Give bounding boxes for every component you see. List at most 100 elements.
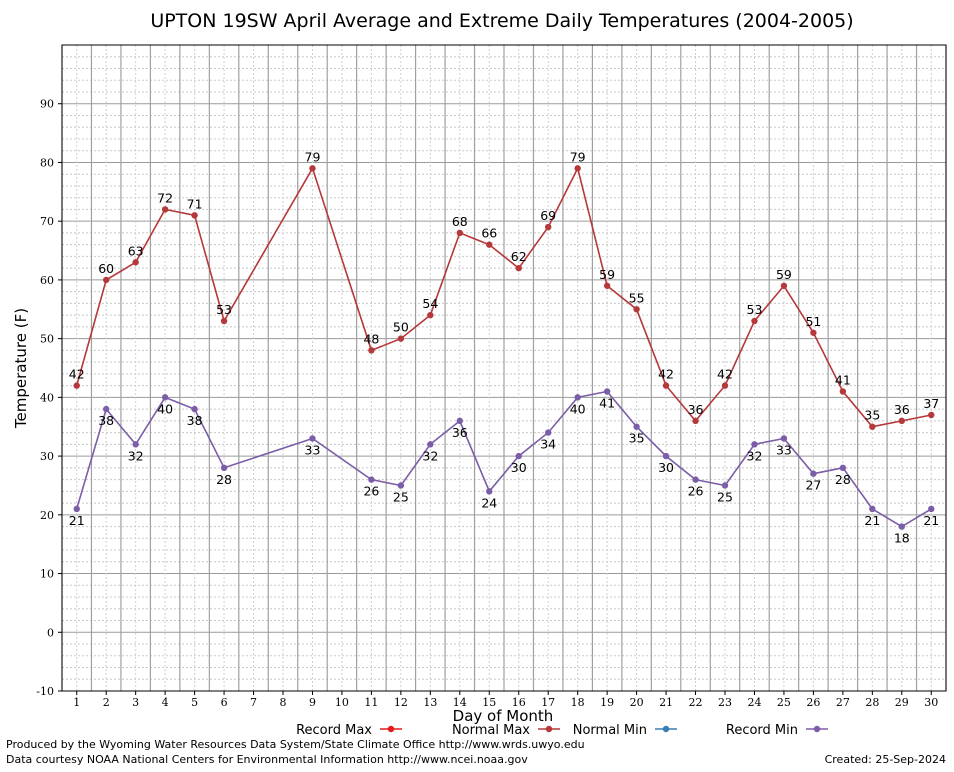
data-label: 36 [894,402,910,417]
data-label: 68 [452,214,468,229]
data-point [633,423,640,430]
x-tick-label: 24 [747,696,761,709]
data-point [662,382,670,389]
data-label: 35 [629,431,645,446]
legend-marker [662,725,670,733]
data-label: 38 [187,413,203,428]
data-label: 32 [747,448,763,463]
data-label: 40 [157,401,173,416]
x-tick-label: 28 [865,696,879,709]
data-point [161,394,169,401]
data-point [515,264,522,272]
y-tick-label: -10 [36,685,54,698]
data-label: 51 [805,314,821,329]
data-label: 62 [511,249,527,264]
data-point [751,441,758,448]
data-point [132,441,139,448]
footer-credit: Produced by the Wyoming Water Resources … [6,738,585,751]
data-label: 21 [923,513,939,528]
x-tick-label: 19 [600,696,614,709]
data-point [161,206,169,213]
data-label: 26 [363,484,379,499]
data-point [456,417,463,425]
x-tick-label: 9 [309,696,316,709]
series-record-min: 21 38 32 40 38 28 33 26 25 32 36 24 30 34 40 41 35 30 26 25… [69,388,939,546]
data-point [574,394,581,401]
data-point [220,317,228,325]
data-point [898,523,905,530]
data-label: 40 [570,401,586,416]
x-tick-label: 15 [482,696,496,709]
data-point [397,335,405,342]
data-point [397,482,405,489]
data-point [780,282,788,289]
y-tick-label: 50 [40,333,54,346]
x-tick-label: 1 [73,696,80,709]
data-label: 41 [599,395,615,410]
data-label: 28 [216,472,232,487]
x-tick-label: 23 [718,696,732,709]
data-point [603,282,611,289]
data-label: 72 [157,190,173,205]
x-tick-label: 20 [630,696,644,709]
y-tick-label: 80 [40,156,54,169]
x-tick-label: 16 [512,696,526,709]
x-tick-label: 13 [423,696,437,709]
data-label: 37 [923,396,939,411]
y-tick-label: 20 [40,509,54,522]
data-point [486,488,493,495]
data-label: 24 [481,495,497,510]
x-tick-label: 29 [895,696,909,709]
data-point [73,382,80,389]
data-point [309,435,316,442]
data-point [692,417,699,425]
data-label: 55 [629,290,645,305]
footer-created-date: Created: 25-Sep-2024 [825,753,946,766]
data-label: 25 [717,489,733,504]
data-point [692,476,699,483]
legend-marker [813,725,821,733]
y-tick-label: 10 [40,568,54,581]
data-label: 34 [540,437,556,452]
x-tick-label: 5 [191,696,198,709]
data-label: 63 [128,243,144,258]
legend: Record Max Normal Max Normal Min Record Min [296,723,828,738]
data-point [545,429,552,436]
x-tick-label: 25 [777,696,791,709]
data-label: 32 [422,448,438,463]
footer-data-source: Data courtesy NOAA National Centers for … [6,753,528,766]
data-point [839,464,847,472]
x-tick-label: 10 [335,696,349,709]
data-point [73,505,80,513]
legend-entry: Normal Min [573,723,677,738]
data-label: 69 [540,208,556,223]
x-tick-label: 26 [806,696,820,709]
data-point [545,223,552,231]
x-tick-label: 12 [394,696,408,709]
data-point [603,388,611,395]
x-tick-label: 27 [836,696,850,709]
y-tick-label: 40 [40,391,54,404]
data-point [751,317,758,325]
data-label: 30 [658,460,674,475]
x-tick-label: 21 [659,696,673,709]
data-point [427,441,434,448]
x-tick-label: 11 [364,696,378,709]
data-point [869,423,876,430]
legend-marker [545,725,553,733]
data-label: 79 [570,149,586,164]
data-point [103,276,110,284]
data-label: 59 [776,267,792,282]
data-point [486,241,493,248]
grid [61,44,947,692]
data-point [928,505,935,513]
x-tick-label: 17 [541,696,555,709]
x-tick-label: 3 [132,696,139,709]
data-label: 36 [452,425,468,440]
data-label: 42 [658,367,674,382]
data-label: 42 [717,367,733,382]
x-tick-label: 6 [221,696,228,709]
data-point [220,464,228,472]
legend-entry: Record Max [296,723,402,738]
